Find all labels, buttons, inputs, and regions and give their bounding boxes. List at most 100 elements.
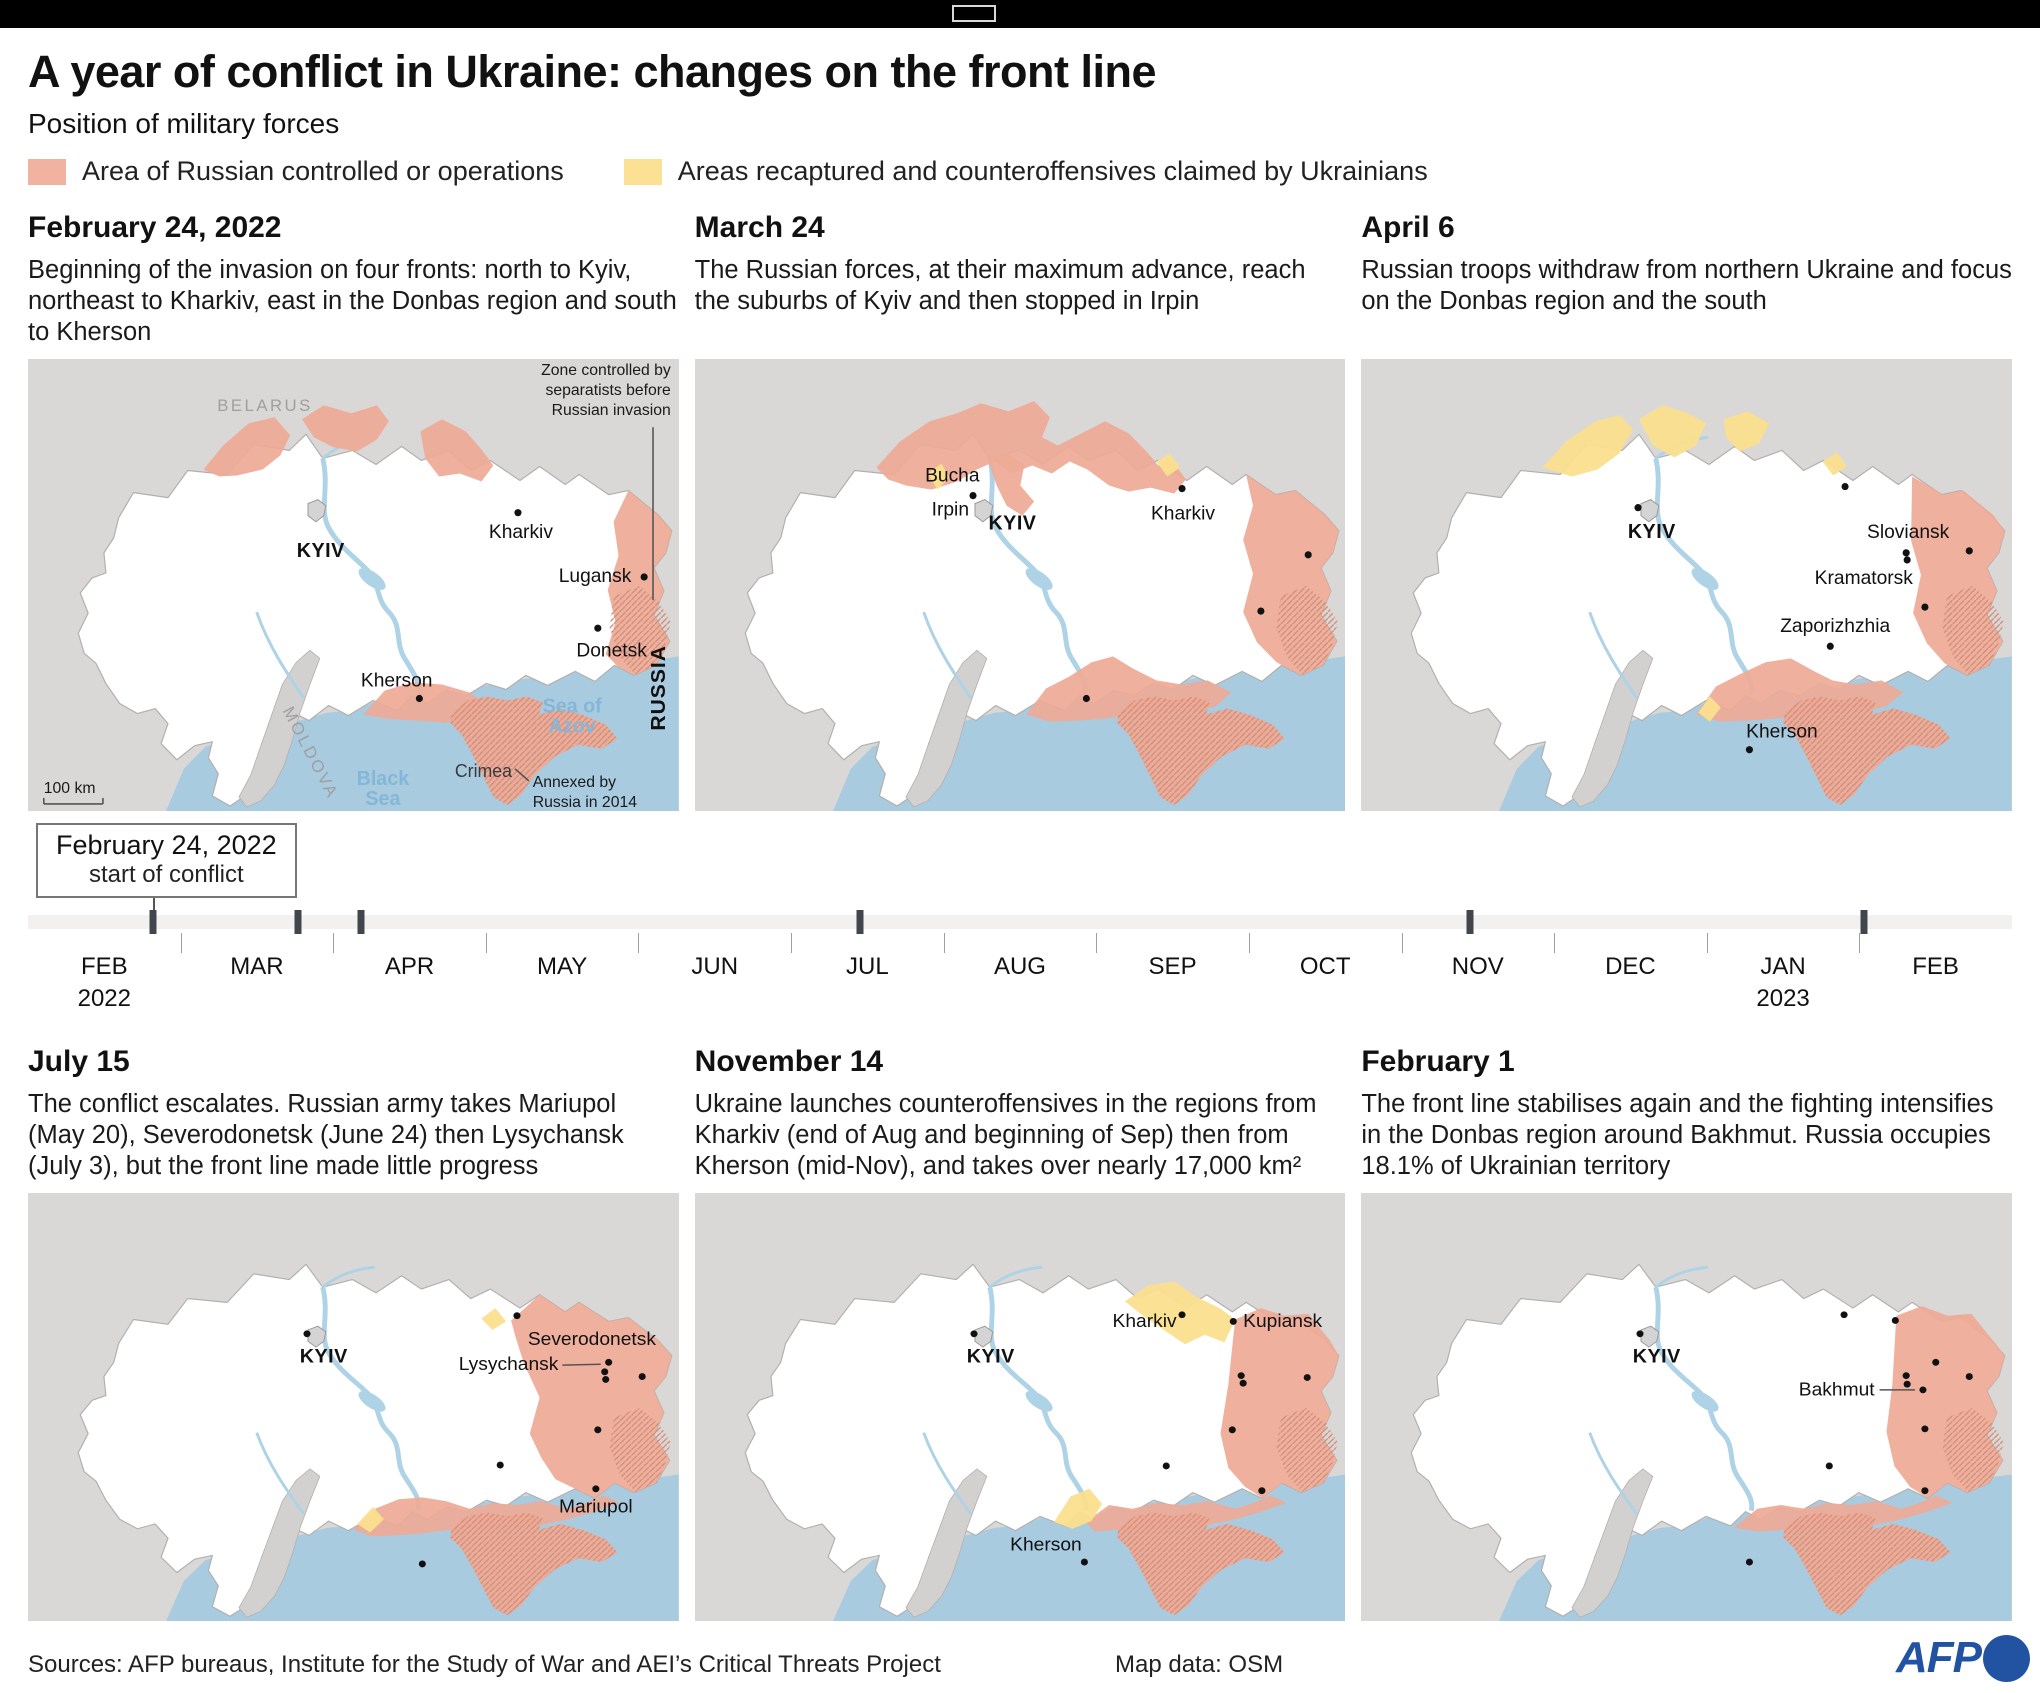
- map-label: Lugansk: [559, 565, 632, 587]
- panel-description: The Russian forces, at their maximum adv…: [694, 256, 1306, 315]
- city-dot: [1841, 482, 1849, 491]
- panel-apr-6: April 6 Russian troops withdraw from nor…: [1361, 207, 2012, 811]
- city-dot: [594, 624, 602, 632]
- ukrainian-recaptured-area: [1822, 452, 1848, 476]
- panel-heading: February 1: [1361, 1045, 1515, 1078]
- separatist-zone-hatch: [1942, 586, 2005, 675]
- map-label: KYIV: [297, 540, 345, 562]
- crimea-hatch: [1116, 696, 1285, 805]
- timeline-year-label: 2022: [77, 985, 131, 1012]
- city-dot: [1921, 603, 1929, 611]
- map-mar-24: Bucha Irpin KYIV Kharkiv: [694, 359, 1346, 811]
- legend-label-russian: Area of Russian controlled or operations: [82, 156, 564, 186]
- crimea-hatch: [449, 1512, 618, 1616]
- separatist-zone-hatch: [609, 1407, 671, 1492]
- city-dot: [640, 573, 648, 581]
- russian-controlled-area: [203, 417, 291, 477]
- city-dot: [1256, 607, 1265, 615]
- timeline-month-separator: [1248, 933, 1250, 953]
- city-dot: [513, 1312, 521, 1320]
- timeline-month-label: JAN: [1760, 953, 1806, 980]
- afp-logo: AFP: [1896, 1633, 2030, 1683]
- header: A year of conflict in Ukraine: changes o…: [0, 28, 2040, 187]
- map-label: KYIV: [1633, 1346, 1681, 1368]
- timeline-months: FEB MAR APR MAY JUN JUL AUG SEP OCT NOV DEC JAN FEB: [28, 937, 2012, 981]
- desna-river: [988, 1265, 1042, 1289]
- city-dot: [418, 1560, 426, 1568]
- timeline-event-marker: [357, 910, 365, 934]
- desna-river: [1655, 1265, 1709, 1289]
- map-label: Kharkiv: [489, 521, 553, 543]
- city-dot: [1921, 1425, 1929, 1433]
- map-label: Irpin: [931, 499, 968, 521]
- panel-heading: March 24: [694, 211, 825, 244]
- panel-description: Beginning of the invasion on four fronts…: [28, 256, 677, 346]
- city-dot: [1162, 1462, 1170, 1470]
- map-label: Sloviansk: [1867, 521, 1950, 543]
- map-label: Bucha: [925, 464, 980, 486]
- city-dot: [1932, 1358, 1940, 1366]
- timeline-start-pointer: [153, 897, 156, 915]
- map-feb-1: KYIV Bakhmut: [1361, 1193, 2012, 1621]
- ukraine-outline: [1411, 1263, 2006, 1617]
- reservoir: [1691, 1391, 1719, 1412]
- ukrainian-recaptured-area: [357, 1506, 384, 1533]
- timeline-month-separator: [1096, 933, 1098, 953]
- map-label: Severodonetsk: [528, 1329, 657, 1350]
- city-dot: [601, 1368, 609, 1376]
- city-dot: [1237, 1372, 1245, 1380]
- map-label: KYIV: [988, 513, 1036, 535]
- legend-item-russian: Area of Russian controlled or operations: [28, 156, 564, 187]
- city-dot: [1826, 1462, 1834, 1470]
- crimea-hatch: [1783, 696, 1951, 805]
- southern-bug-river: [255, 1432, 306, 1516]
- southern-bug-river: [921, 611, 972, 700]
- city-dot: [1229, 1317, 1237, 1325]
- panels-row-2: July 15 The conflict escalates. Russian …: [0, 1041, 2040, 1621]
- city-dot: [1228, 1426, 1236, 1434]
- city-dot: [1082, 694, 1090, 703]
- panel-heading: April 6: [1361, 211, 1455, 244]
- city-dot: [970, 1330, 978, 1338]
- afp-logo-text: AFP: [1896, 1633, 1982, 1682]
- city-dot: [496, 1461, 504, 1469]
- city-dot: [602, 1375, 610, 1383]
- city-dot: [1966, 1373, 1974, 1380]
- map-label: Kharkiv: [1151, 503, 1215, 525]
- separatist-zone-hatch: [609, 586, 671, 675]
- map-feb-24-2022: BELARUSMOLDOVARUSSIAKYIVKharkivLuganskDo…: [28, 359, 679, 811]
- city-dot: [1966, 547, 1974, 555]
- map-nov-14: KYIV Kharkiv Kupiansk Kherson: [694, 1193, 1346, 1621]
- southern-bug-river: [255, 611, 306, 700]
- timeline-month-separator: [333, 933, 335, 953]
- timeline-month-label: OCT: [1299, 953, 1351, 980]
- kyiv-city-shape: [307, 1325, 327, 1348]
- city-dot: [1921, 1487, 1929, 1495]
- city-dot: [1178, 1311, 1186, 1319]
- ukrainian-recaptured-area: [1156, 453, 1180, 477]
- ukraine-outline: [744, 1263, 1340, 1617]
- panel-description: Russian troops withdraw from northern Uk…: [1361, 256, 2012, 315]
- timeline-month-label: MAR: [230, 953, 284, 980]
- panel-description: Ukraine launches counteroffensives in th…: [694, 1090, 1317, 1180]
- map-label: BELARUS: [217, 396, 312, 415]
- map-jul-15: KYIV Severodonetsk Lysychansk Mariupol: [28, 1193, 679, 1621]
- panels-row-1: February 24, 2022 Beginning of the invas…: [0, 207, 2040, 811]
- reservoir: [1025, 568, 1053, 590]
- crimea-hatch: [449, 696, 618, 805]
- russian-controlled-area: [876, 401, 1186, 494]
- city-dot: [1902, 549, 1911, 557]
- kyiv-city-shape: [974, 499, 993, 523]
- desna-river: [321, 1265, 376, 1289]
- map-label: Black Sea: [357, 768, 411, 810]
- reservoir: [1691, 568, 1719, 590]
- legend-label-ukrainian: Areas recaptured and counteroffensives c…: [677, 156, 1428, 186]
- city-dot: [1919, 1386, 1927, 1394]
- timeline-year-label: 2023: [1756, 985, 1810, 1012]
- timeline-month-separator: [638, 933, 640, 953]
- panel-feb-1: February 1 The front line stabilises aga…: [1361, 1041, 2012, 1621]
- separatist-zone-hatch: [1276, 586, 1338, 675]
- timeline-bar: [28, 915, 2012, 929]
- timeline-event-marker: [1860, 910, 1868, 934]
- city-dot: [1303, 1374, 1311, 1381]
